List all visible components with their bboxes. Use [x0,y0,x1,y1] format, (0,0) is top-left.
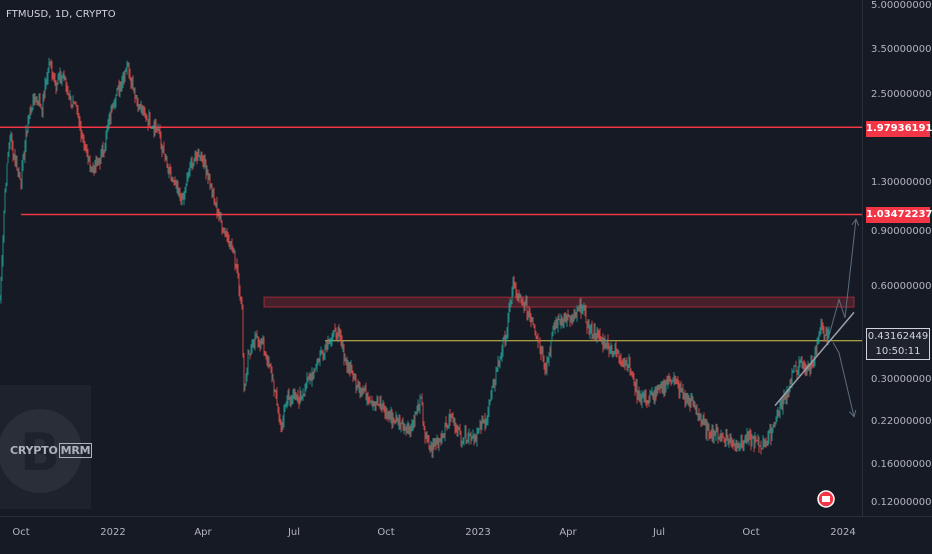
current-price: 0.43162449 [867,331,929,342]
x-tick-label: Apr [559,527,577,538]
x-tick-label: Oct [12,527,30,538]
bitcoin-icon: B [0,409,82,493]
current-price-tag: 0.43162449 10:50:11 [866,328,930,360]
y-tick-label: 1.30000000 [871,176,932,188]
x-tick-label: Oct [742,527,760,538]
y-tick-label: 0.90000000 [871,226,932,238]
price-tag-upper: 1.97936191 [866,121,932,137]
projection-bearish [832,342,855,417]
x-tick-label: 2022 [100,527,126,538]
x-tick-label: Jul [287,527,301,538]
candles [0,57,830,459]
y-tick-label: 0.60000000 [871,280,932,292]
event-badge-glyph [822,496,830,502]
symbol-title: FTMUSD, 1D, CRYPTO [6,9,116,20]
bar-countdown: 10:50:11 [875,346,921,357]
x-tick-label: Oct [377,527,395,538]
svg-text:B: B [20,423,60,483]
y-tick-label: 0.22000000 [871,415,932,427]
resistance-zone [263,296,855,308]
projection-arrowhead-bullish [851,218,860,226]
projection-bullish [828,219,857,336]
y-tick-label: 5.00000000 [871,0,932,11]
projection-arrowhead-bearish [848,409,857,418]
y-tick-label: 0.12000000 [871,497,932,509]
watermark-logo: B [0,385,91,509]
y-tick-label: 3.50000000 [871,43,932,55]
y-tick-label: 2.50000000 [871,88,932,100]
price-axis-panel [862,0,932,550]
logo-wordmark: CRYPTO MRM [10,443,93,458]
x-tick-label: 2023 [465,527,491,538]
x-tick-label: Jul [652,527,666,538]
logo-text-a: CRYPTO [10,444,58,457]
x-tick-label: 2024 [830,527,856,538]
x-tick-label: Apr [194,527,212,538]
logo-text-b: MRM [58,443,93,458]
ascending-trendline [774,311,855,407]
y-tick-label: 0.30000000 [871,374,932,386]
price-tag-lower: 1.03472237 [866,207,932,223]
y-tick-label: 0.16000000 [871,458,932,470]
